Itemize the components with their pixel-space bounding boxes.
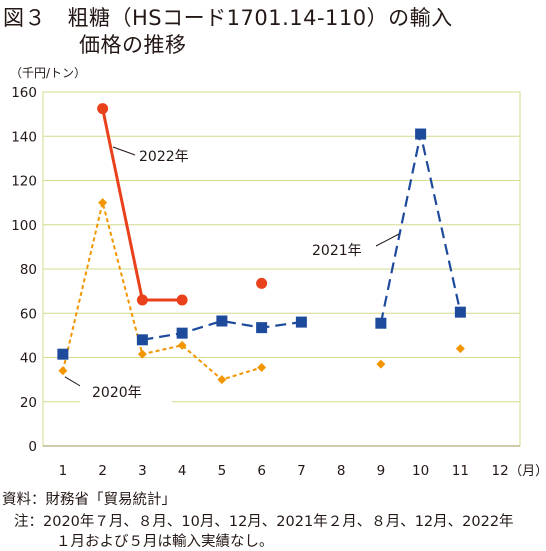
series-label: 2022年: [139, 149, 189, 165]
chart-title-line2: 価格の推移: [79, 33, 187, 57]
x-tick-label: 9: [377, 463, 386, 479]
data-point: [97, 103, 109, 115]
series-label-leader: [64, 376, 83, 388]
data-point: [376, 359, 386, 369]
series: [58, 198, 465, 385]
footnote-line1: 注：2020年７月、８月、10月、12月、2021年２月、８月、12月、2022…: [14, 514, 514, 530]
series-line: [379, 132, 462, 324]
data-point: [176, 294, 188, 306]
series-line: [61, 201, 262, 381]
x-tick-label: 2: [98, 463, 107, 479]
data-point: [137, 349, 147, 359]
series: [57, 128, 466, 360]
series-label-leader: [112, 146, 136, 156]
x-tick-label: 4: [178, 463, 187, 479]
series-label: 2020年: [92, 385, 142, 401]
series-layer: [57, 103, 466, 385]
x-tick-label: 3: [138, 463, 147, 479]
x-axis-unit-label: （月）: [509, 464, 546, 479]
y-tick-label: 100: [11, 218, 37, 234]
y-tick-label: 80: [20, 262, 37, 278]
data-point: [217, 375, 227, 385]
data-point: [136, 334, 148, 346]
data-point: [176, 327, 188, 339]
data-point: [454, 306, 466, 318]
data-point: [256, 277, 268, 289]
series-line: [101, 108, 183, 302]
y-tick-label: 20: [20, 395, 37, 411]
data-point: [375, 317, 387, 329]
y-tick-label: 120: [11, 174, 37, 190]
data-point: [57, 348, 69, 360]
y-tick-label: 60: [20, 306, 37, 322]
data-point: [58, 366, 68, 376]
x-tick-label: 11: [452, 463, 469, 479]
data-point: [216, 315, 228, 327]
y-tick-label: 160: [11, 85, 37, 101]
x-tick-label: 8: [337, 463, 346, 479]
data-point: [98, 198, 108, 208]
chart-title-line1: 図３ 粗糖（HSコード1701.14-110）の輸入: [3, 6, 453, 30]
x-tick-label: 7: [297, 463, 306, 479]
series-line: [142, 319, 302, 341]
series: [97, 103, 268, 306]
y-tick-label: 0: [28, 439, 37, 455]
x-tick-label: 1: [59, 463, 68, 479]
data-point: [257, 362, 267, 372]
series-label: 2021年: [312, 243, 362, 259]
y-tick-label: 140: [11, 129, 37, 145]
x-tick-label: 10: [412, 463, 429, 479]
y-tick-label: 40: [20, 351, 37, 367]
x-tick-label: 6: [257, 463, 266, 479]
data-point: [177, 340, 187, 350]
source-note: 資料：財務省「貿易統計」: [2, 492, 176, 508]
x-tick-label: 5: [218, 463, 227, 479]
footnote-line2: １月および５月は輸入実績なし。: [56, 534, 274, 550]
series-label-background: [80, 380, 172, 404]
data-point: [415, 128, 427, 140]
x-tick-label: 12: [492, 463, 509, 479]
series-label-leader: [375, 233, 400, 247]
data-point: [455, 344, 465, 354]
y-axis-unit-label: （千円/トン）: [10, 66, 87, 80]
data-point: [295, 316, 307, 328]
data-point: [256, 322, 268, 334]
data-point: [136, 294, 148, 306]
